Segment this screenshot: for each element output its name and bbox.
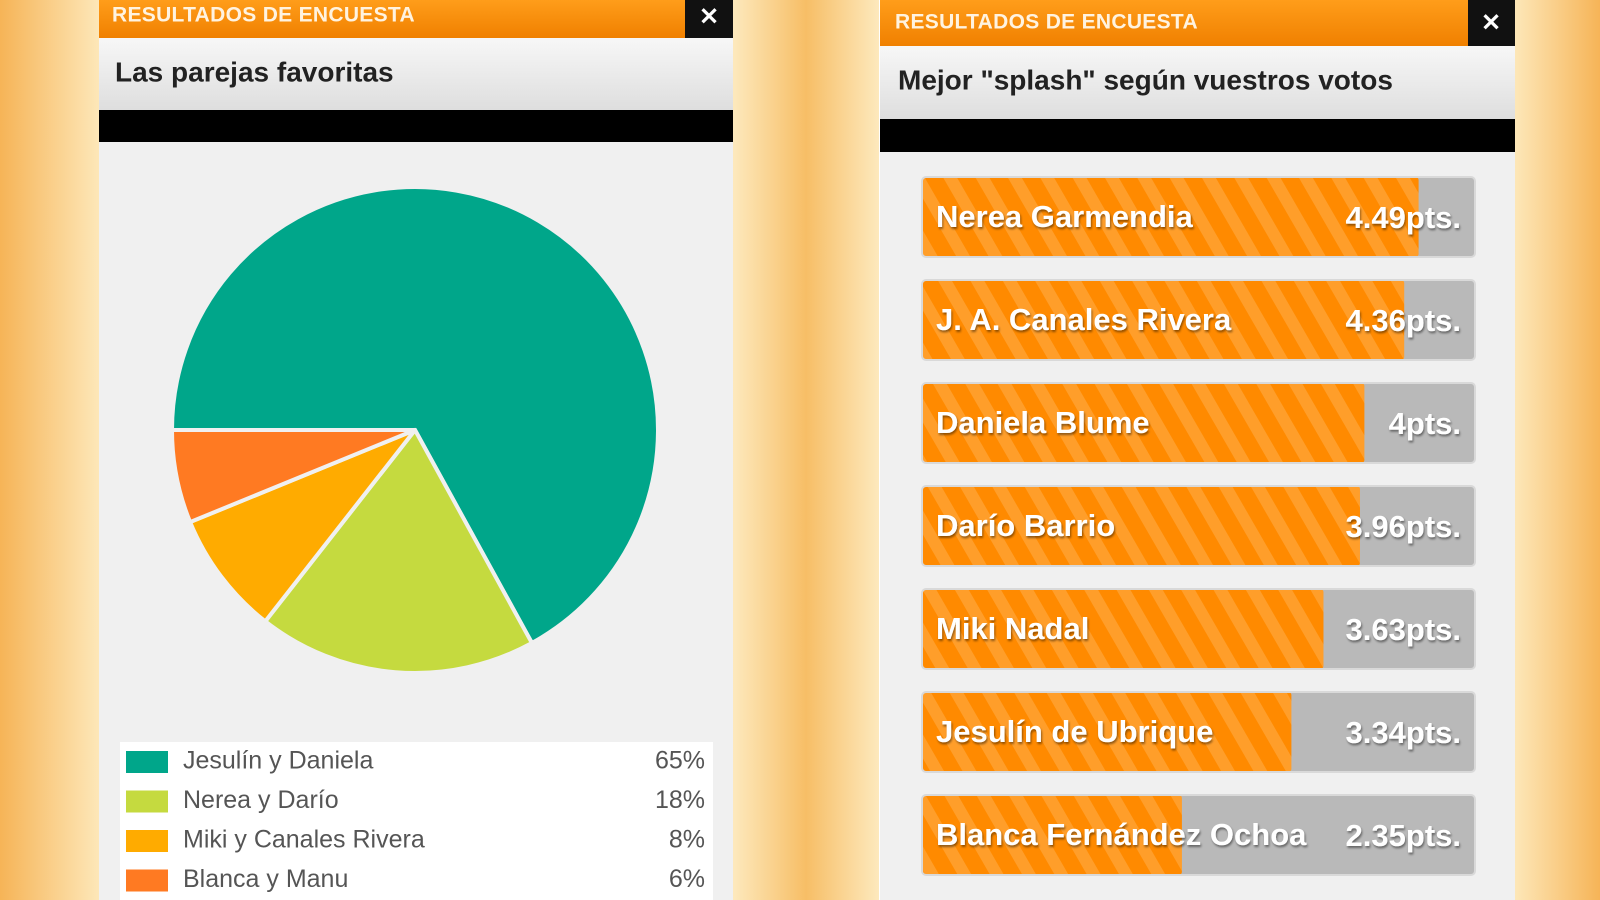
bar-row: J. A. Canales Rivera 4.36pts. bbox=[921, 279, 1476, 361]
close-button[interactable] bbox=[1468, 0, 1515, 46]
panel-header bbox=[99, 0, 685, 38]
bar-label: Darío Barrio bbox=[936, 508, 1115, 543]
bar-edge bbox=[921, 588, 1476, 670]
bar-label: Blanca Fernández Ochoa bbox=[936, 817, 1307, 852]
legend-box bbox=[120, 742, 713, 900]
close-icon[interactable]: ✕ bbox=[699, 3, 719, 30]
bar bbox=[922, 795, 1182, 875]
bar-edge bbox=[921, 279, 1476, 361]
value-label: 6% bbox=[669, 865, 705, 893]
value-label: 4.36pts. bbox=[1346, 303, 1461, 338]
bar-row: Daniela Blume 4pts. bbox=[921, 382, 1476, 464]
bar bbox=[922, 589, 1324, 669]
bar-edge bbox=[921, 485, 1476, 567]
bar-label: Jesulín de Ubrique bbox=[936, 714, 1213, 749]
bar-row: Blanca Fernández Ochoa 2.35pts. bbox=[921, 794, 1476, 876]
bar-row: Jesulín de Ubrique 3.34pts. bbox=[921, 691, 1476, 773]
bar-row: Darío Barrio 3.96pts. bbox=[921, 485, 1476, 567]
legend-label: Nerea y Darío bbox=[183, 786, 339, 814]
background bbox=[0, 0, 99, 900]
bar bbox=[922, 177, 1419, 257]
legend-swatch bbox=[126, 790, 168, 813]
bar-row: Miki Nadal 3.63pts. bbox=[921, 588, 1476, 670]
legend-label: Miki y Canales Rivera bbox=[183, 826, 425, 854]
bar-edge bbox=[921, 691, 1476, 773]
value-label: 65% bbox=[655, 747, 705, 775]
pie-slice bbox=[170, 185, 660, 646]
bar bbox=[922, 383, 1365, 463]
bar-label: Daniela Blume bbox=[936, 405, 1150, 440]
bar-label: Miki Nadal bbox=[936, 611, 1089, 646]
value-label: 4.49pts. bbox=[1346, 200, 1461, 235]
value-label: 3.34pts. bbox=[1346, 715, 1461, 750]
legend-label: Jesulín y Daniela bbox=[183, 747, 373, 775]
pie-slice bbox=[188, 428, 417, 624]
bar-edge bbox=[921, 382, 1476, 464]
bar-row: Nerea Garmendia 4.49pts. bbox=[921, 176, 1476, 258]
background bbox=[733, 0, 879, 900]
title-bar bbox=[99, 38, 733, 110]
divider bbox=[880, 119, 1515, 152]
legend-label: Blanca y Manu bbox=[183, 865, 348, 893]
bar bbox=[922, 280, 1405, 360]
panel-header-text: RESULTADOS DE ENCUESTA bbox=[112, 4, 415, 27]
chart-title: Mejor "splash" según vuestros votos bbox=[898, 64, 1393, 95]
legend-swatch bbox=[126, 869, 168, 892]
panel-header-text: RESULTADOS DE ENCUESTA bbox=[895, 11, 1198, 34]
value-label: 4pts. bbox=[1389, 406, 1461, 441]
value-label: 3.63pts. bbox=[1346, 612, 1461, 647]
legend-swatch bbox=[126, 751, 168, 773]
value-label: 3.96pts. bbox=[1346, 509, 1461, 544]
legend-swatch bbox=[126, 830, 168, 852]
bar bbox=[922, 692, 1292, 772]
value-label: 2.35pts. bbox=[1346, 818, 1461, 853]
divider bbox=[99, 110, 733, 142]
bar-edge bbox=[921, 794, 1476, 876]
panel-header bbox=[880, 0, 1468, 46]
value-label: 8% bbox=[669, 826, 705, 854]
pie-slice bbox=[263, 428, 534, 675]
bar-edge bbox=[921, 176, 1476, 258]
close-icon[interactable]: ✕ bbox=[1481, 9, 1501, 36]
bar bbox=[922, 486, 1360, 566]
bar-label: J. A. Canales Rivera bbox=[936, 302, 1232, 337]
bar-label: Nerea Garmendia bbox=[936, 199, 1193, 234]
close-button[interactable] bbox=[685, 0, 733, 38]
chart-title: Las parejas favoritas bbox=[115, 56, 394, 87]
background bbox=[1515, 0, 1600, 900]
pie-slice bbox=[170, 428, 417, 525]
value-label: 18% bbox=[655, 786, 705, 814]
title-bar bbox=[880, 46, 1515, 119]
